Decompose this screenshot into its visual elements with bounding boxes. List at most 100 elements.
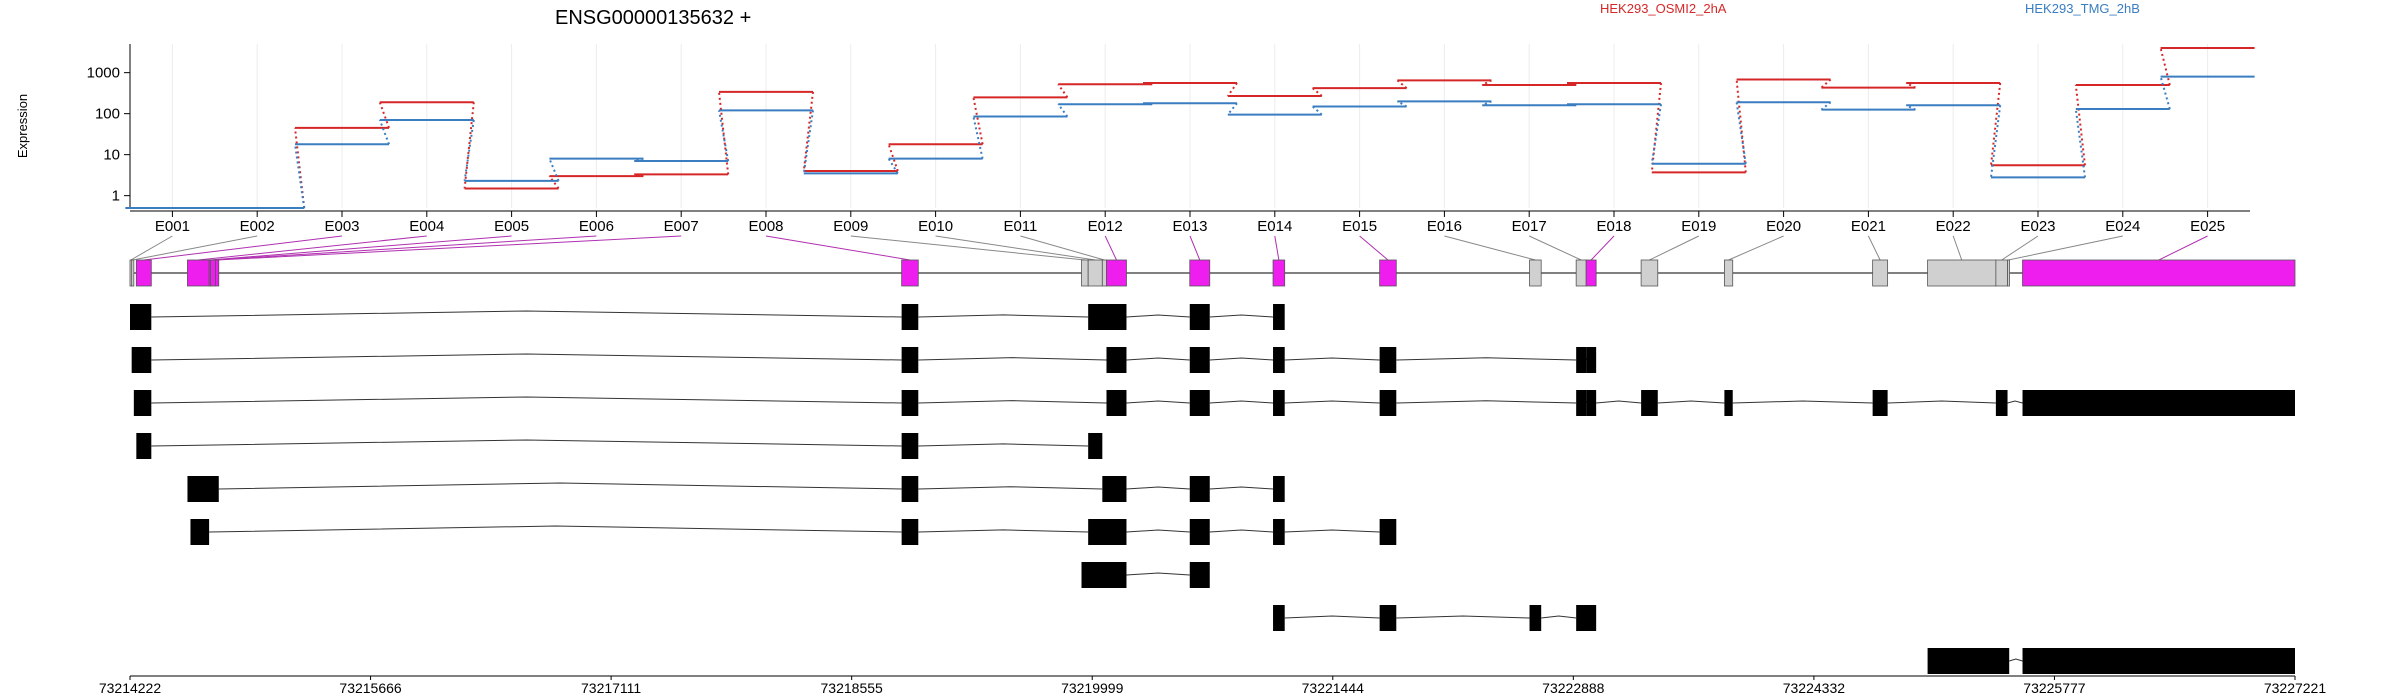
series-1-connector — [634, 173, 644, 178]
intron-line — [1209, 314, 1274, 318]
intron-line — [918, 486, 1103, 490]
intron-line — [918, 443, 1089, 447]
exon-block — [1081, 259, 1089, 287]
transcript-exon — [133, 390, 152, 416]
intron-line — [151, 439, 902, 447]
transcript-exon — [1189, 562, 1210, 588]
transcript-5 — [187, 476, 1285, 502]
exon-block — [131, 259, 135, 287]
x-tick-label: E019 — [1681, 218, 1716, 235]
x-tick-label: E013 — [1172, 218, 1207, 235]
x-tick-label: E014 — [1257, 218, 1292, 235]
exon-connector-lines — [130, 235, 2208, 261]
series-1-connector — [718, 91, 730, 175]
genomic-tick-label: 73221444 — [1302, 680, 1365, 696]
exon-connector — [130, 235, 173, 261]
series-1-connector — [1311, 87, 1323, 97]
exon-connector — [1104, 235, 1117, 261]
genomic-coordinate-axis: 73214222 73215666 73217111 73218555 73219999… — [99, 675, 2326, 696]
transcript-exon — [1189, 304, 1210, 330]
exon-connector — [1274, 235, 1280, 261]
exon-connector — [1649, 235, 1700, 261]
genomic-tick-label: 73225777 — [2023, 680, 2086, 696]
intron-line — [1209, 486, 1274, 490]
intron-line — [1541, 615, 1577, 619]
genomic-tick-label: 73215666 — [339, 680, 402, 696]
transcript-exon — [901, 390, 919, 416]
series-1-connector — [1226, 82, 1238, 97]
transcript-exon — [1273, 519, 1285, 545]
transcript-exon — [1641, 390, 1658, 416]
exon-block — [1585, 259, 1597, 287]
legend-label-series-2: HEK293_TMG_2hB — [2025, 1, 2140, 16]
exon-connector — [1590, 235, 1615, 261]
transcript-exon — [901, 433, 919, 459]
transcript-exon — [1189, 476, 1210, 502]
exon-connector — [1359, 235, 1389, 261]
transcript-exon — [901, 304, 919, 330]
y-tick-label: 100 — [95, 106, 120, 123]
exon-x-axis: E001 E002 E003 E004 E005 E006 E007 E008 E009 E010… — [130, 210, 2250, 235]
exon-connector — [132, 235, 258, 261]
transcript-exon — [1586, 347, 1597, 373]
series-1-connector — [1735, 79, 1747, 173]
intron-line — [2009, 658, 2023, 662]
transcript-exon — [1379, 347, 1397, 373]
exon-connector — [209, 235, 512, 261]
intron-line — [1126, 314, 1190, 318]
series-1-connector — [1396, 79, 1408, 89]
transcript-exon — [1189, 390, 1210, 416]
exon-block — [1106, 259, 1127, 287]
exon-block — [1189, 259, 1211, 287]
series-1-connector — [1905, 82, 1916, 89]
series-2-connector — [1481, 100, 1492, 107]
transcript-exon — [901, 476, 919, 502]
x-tick-label: E003 — [324, 218, 359, 235]
exon-block — [1995, 259, 2008, 287]
series-1-connector — [1820, 78, 1832, 89]
exon-block — [1101, 259, 1107, 287]
transcript-tracks — [130, 304, 2295, 674]
series-1-connector — [1142, 81, 1153, 86]
exon-block — [1272, 259, 1286, 287]
intron-line — [918, 314, 1089, 318]
y-axis: 1 10 100 1000 — [87, 44, 131, 208]
x-tick-label: E015 — [1342, 218, 1377, 235]
series-2-connector — [294, 144, 306, 209]
genomic-tick-label: 73214222 — [99, 680, 162, 696]
series-2-connector — [548, 158, 560, 182]
exon-connector — [1189, 235, 1201, 261]
exon-connector — [1528, 235, 1582, 261]
x-tick-label: E009 — [833, 218, 868, 235]
series-1-connector — [1481, 79, 1492, 86]
transcript-exon — [1724, 390, 1733, 416]
transcript-exon — [190, 519, 210, 545]
y-axis-label: Expression — [15, 94, 30, 158]
genomic-tick-label: 73219999 — [1061, 680, 1124, 696]
transcript-exon — [130, 304, 152, 330]
x-tick-label: E020 — [1766, 218, 1801, 235]
exon-block — [2007, 259, 2010, 287]
transcript-exon — [2022, 648, 2295, 674]
x-tick-label: E022 — [1936, 218, 1971, 235]
exon-block — [1379, 259, 1397, 287]
exon-connector — [217, 235, 682, 261]
exon-connector — [850, 235, 1085, 261]
transcript-exon — [1995, 390, 2008, 416]
exon-connector — [935, 235, 1096, 261]
intron-line — [151, 396, 902, 404]
series-1-connector — [1990, 82, 2002, 166]
transcript-exon — [1576, 347, 1587, 373]
y-tick-label: 10 — [103, 147, 120, 164]
exon-block — [1529, 259, 1542, 287]
intron-line — [1657, 400, 1725, 404]
x-tick-label: E024 — [2105, 218, 2140, 235]
x-tick-label: E021 — [1851, 218, 1886, 235]
intron-line — [2007, 400, 2023, 404]
exon-block — [2022, 259, 2296, 287]
transcript-exon — [2022, 390, 2295, 416]
intron-line — [1284, 615, 1380, 619]
transcript-exon — [901, 347, 919, 373]
series-2-connector — [1820, 101, 1832, 111]
series-2-connector — [463, 119, 475, 181]
